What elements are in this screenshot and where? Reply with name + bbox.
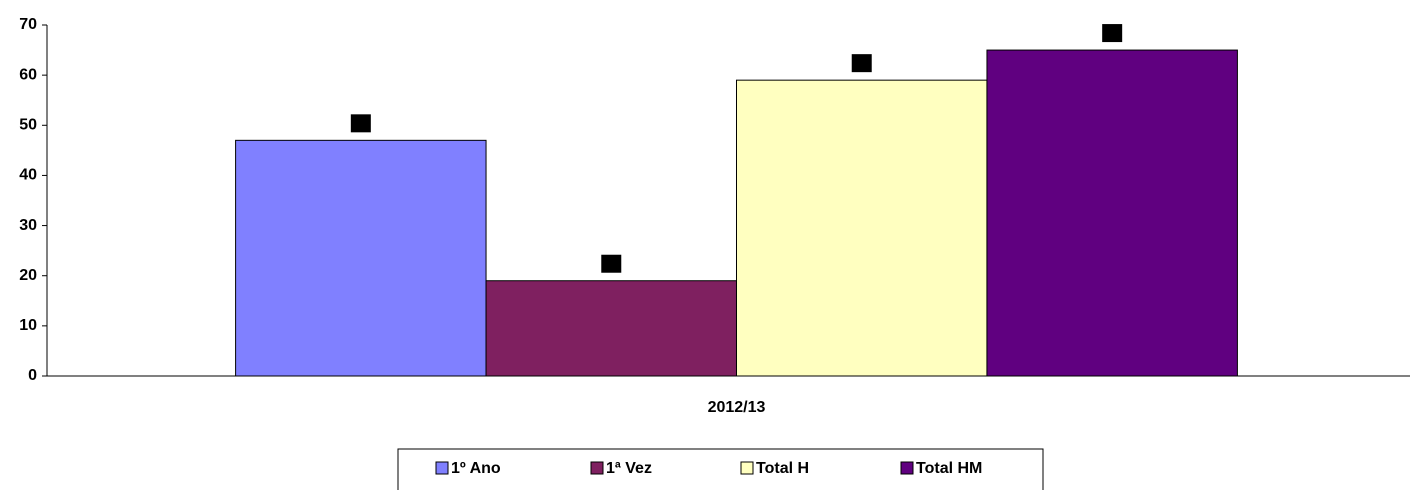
y-tick-label: 60 — [19, 66, 37, 83]
y-tick-label: 70 — [19, 16, 37, 33]
legend-swatch — [435, 461, 449, 475]
y-tick-label: 40 — [19, 167, 37, 184]
x-tick-label: 2012/13 — [708, 399, 766, 416]
y-tick-label: 20 — [19, 267, 37, 284]
legend-box — [397, 448, 1044, 490]
legend-swatch — [740, 461, 754, 475]
bar — [986, 49, 1238, 377]
bar — [235, 139, 487, 377]
legend-label: 1º Ano — [451, 460, 501, 477]
y-tick-label: 10 — [19, 317, 37, 334]
data-label-box — [851, 54, 872, 73]
legend-label: Total HM — [916, 460, 982, 477]
data-label-box — [1102, 24, 1123, 43]
legend-label: 1ª Vez — [606, 460, 652, 477]
bar — [485, 280, 737, 377]
y-tick-label: 30 — [19, 217, 37, 234]
data-label-box — [350, 114, 371, 133]
data-label-box — [601, 254, 622, 273]
bar — [736, 79, 988, 377]
legend-label: Total H — [756, 460, 809, 477]
y-tick-label: 0 — [28, 367, 37, 384]
y-tick-label: 50 — [19, 117, 37, 134]
legend-swatch — [590, 461, 604, 475]
legend-swatch — [900, 461, 914, 475]
